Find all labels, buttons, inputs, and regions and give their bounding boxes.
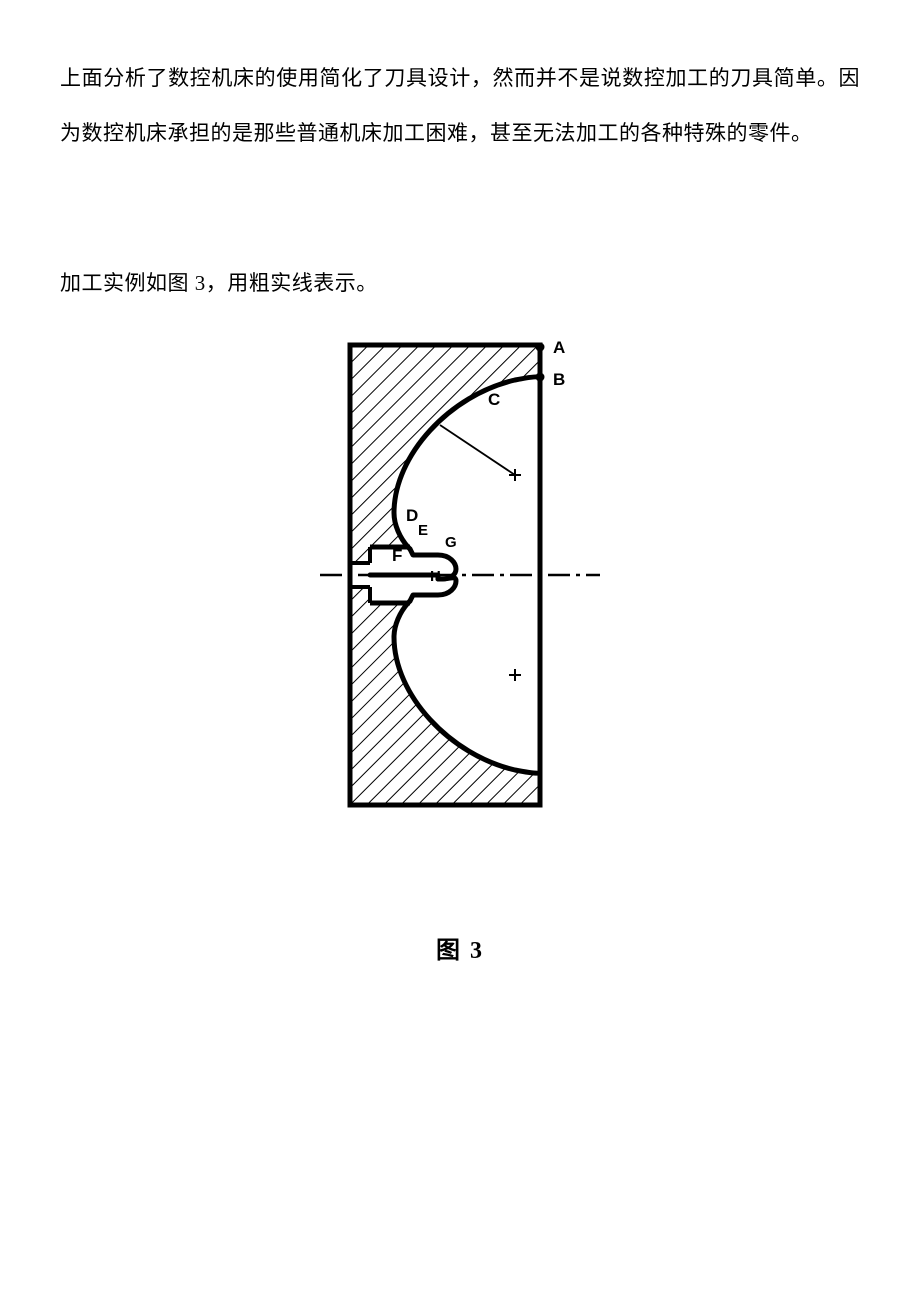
figure-3: A B C D E F G H 图 3 — [60, 335, 860, 965]
label-h: H — [430, 568, 441, 585]
label-d: D — [406, 506, 418, 525]
paragraph-2: 加工实例如图 3，用粗实线表示。 — [60, 256, 860, 311]
label-g: G — [445, 534, 457, 551]
paragraph-1: 上面分析了数控机床的使用简化了刀具设计，然而并不是说数控加工的刀具简单。因为数控… — [60, 51, 860, 160]
point-a-dot — [536, 342, 545, 351]
point-b-dot — [536, 372, 545, 381]
label-a: A — [553, 338, 565, 357]
figure-3-svg: A B C D E F G H — [310, 335, 610, 815]
label-f: F — [392, 546, 402, 565]
label-b: B — [553, 370, 565, 389]
label-e: E — [418, 522, 428, 539]
document-page: 上面分析了数控机床的使用简化了刀具设计，然而并不是说数控加工的刀具简单。因为数控… — [0, 0, 920, 1025]
paragraph-gap — [60, 181, 860, 235]
figure-caption: 图 3 — [60, 930, 860, 965]
label-c: C — [488, 390, 500, 409]
